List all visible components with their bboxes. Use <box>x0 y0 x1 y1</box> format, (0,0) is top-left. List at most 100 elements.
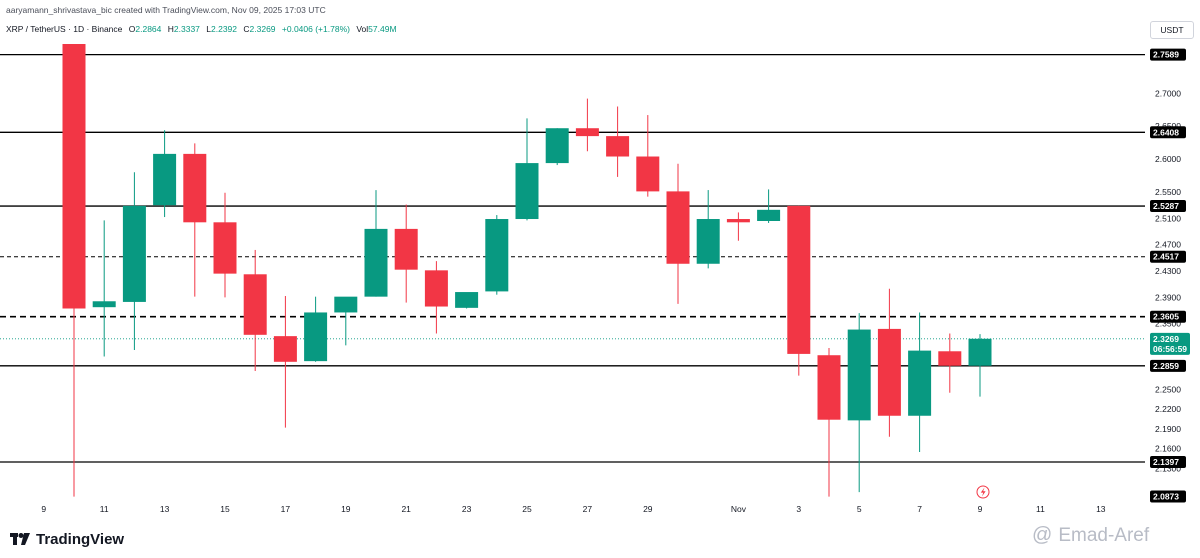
candle-body-23 <box>757 209 781 221</box>
level-price-tag-text-5: 2.2859 <box>1153 361 1179 371</box>
levels-layer <box>0 53 1145 463</box>
x-tick-label-10: 29 <box>643 504 653 514</box>
candle-1 <box>92 220 116 357</box>
high-label: H <box>167 24 174 34</box>
candle-body-3 <box>153 153 177 206</box>
candle-12 <box>424 261 448 334</box>
x-tick-label-15: 9 <box>978 504 983 514</box>
candle-6 <box>243 249 267 372</box>
x-tick-label-0: 9 <box>41 504 46 514</box>
x-tick-label-16: 11 <box>1036 504 1045 514</box>
high-value: 2.3337 <box>173 24 200 34</box>
last-price-countdown: 06:56:59 <box>1153 344 1187 354</box>
last-price-tag-value: 2.3269 <box>1153 334 1179 344</box>
candle-19 <box>636 115 660 197</box>
candle-body-10 <box>364 228 388 297</box>
candle-body-17 <box>575 128 599 137</box>
y-tick-label-11: 2.1900 <box>1155 424 1181 434</box>
x-tick-label-12: 3 <box>796 504 801 514</box>
low-value: 2.2392 <box>211 24 238 34</box>
y-tick-label-13: 2.1300 <box>1155 463 1181 473</box>
volume-value: 57.49M <box>368 24 397 34</box>
level-price-tag-6: 2.1397 <box>1150 456 1186 469</box>
candle-body-5 <box>213 222 237 274</box>
candle-27 <box>877 288 901 437</box>
candle-29 <box>938 333 962 393</box>
candle-body-19 <box>636 156 660 192</box>
currency-button[interactable]: USDT <box>1150 21 1194 39</box>
candle-body-13 <box>455 292 479 308</box>
candle-4 <box>183 143 207 297</box>
candle-23 <box>757 189 781 223</box>
level-price-tag-5: 2.2859 <box>1150 359 1186 372</box>
level-price-tag-text-1: 2.6408 <box>1153 127 1179 137</box>
candle-8 <box>304 296 328 362</box>
candle-body-9 <box>334 296 358 313</box>
candle-15 <box>515 118 539 221</box>
x-tick-label-2: 13 <box>160 504 170 514</box>
low-label: L <box>206 24 212 34</box>
candle-20 <box>666 163 690 304</box>
price-axis[interactable]: 2.7000 2.6500 2.6000 2.5500 2.5100 2.4700 2.43… <box>1155 88 1181 473</box>
candle-body-16 <box>545 128 569 164</box>
brand-name: TradingView <box>36 530 125 548</box>
candle-body-0 <box>62 44 86 309</box>
level-price-tag-text-4: 2.3605 <box>1153 312 1179 322</box>
y-tick-label-2: 2.6000 <box>1155 154 1181 164</box>
x-tick-label-13: 5 <box>857 504 862 514</box>
candle-body-7 <box>273 336 297 362</box>
candle-body-4 <box>183 153 207 223</box>
candle-26 <box>847 313 871 493</box>
candle-5 <box>213 192 237 298</box>
x-tick-label-9: 27 <box>583 504 593 514</box>
candle-22 <box>726 212 750 241</box>
candle-13 <box>455 292 479 309</box>
candle-body-28 <box>908 350 932 416</box>
candle-18 <box>606 106 630 177</box>
candle-30 <box>968 334 992 397</box>
candle-body-27 <box>877 328 901 416</box>
tradingview-brand[interactable]: TradingView <box>10 528 124 550</box>
candle-body-22 <box>726 219 750 223</box>
price-tags-layer: 2.7589 2.6408 2.5287 2.4517 2.3605 2.2859 2.13… <box>1150 48 1190 503</box>
bolt-icon[interactable] <box>976 485 990 499</box>
candle-body-1 <box>92 301 116 308</box>
y-tick-label-12: 2.1600 <box>1155 444 1181 454</box>
level-price-tag-text-7: 2.0873 <box>1153 491 1179 501</box>
y-tick-label-10: 2.2200 <box>1155 404 1181 414</box>
y-tick-label-8: 2.3500 <box>1155 319 1181 329</box>
candle-body-11 <box>394 228 418 270</box>
chart-credit: aaryamann_shrivastava_bic created with T… <box>6 5 326 15</box>
candle-body-15 <box>515 163 539 220</box>
level-price-tag-0: 2.7589 <box>1150 48 1186 61</box>
candle-body-26 <box>847 329 871 421</box>
open-label: O <box>128 24 136 34</box>
y-tick-label-6: 2.4300 <box>1155 266 1181 276</box>
symbol-legend: XRP / TetherUS · 1D · Binance O2.2864 H2… <box>6 24 397 34</box>
y-tick-label-4: 2.5100 <box>1155 213 1181 223</box>
open-value: 2.2864 <box>135 24 162 34</box>
candle-body-6 <box>243 274 267 335</box>
candle-16 <box>545 128 569 166</box>
candle-7 <box>273 296 297 428</box>
x-tick-label-17: 13 <box>1096 504 1106 514</box>
y-tick-label-9: 2.2500 <box>1155 384 1181 394</box>
y-tick-label-5: 2.4700 <box>1155 240 1181 250</box>
x-tick-label-11: Nov <box>731 504 747 514</box>
candle-21 <box>696 190 720 269</box>
y-tick-label-1: 2.6500 <box>1155 121 1181 131</box>
volume-label: Vol <box>356 24 369 34</box>
y-tick-label-7: 2.3900 <box>1155 292 1181 302</box>
y-tick-label-3: 2.5500 <box>1155 187 1181 197</box>
symbol-name[interactable]: XRP / TetherUS · 1D · Binance <box>6 24 123 34</box>
candle-25 <box>817 347 841 497</box>
candle-body-12 <box>424 270 448 307</box>
level-price-tag-3: 2.4517 <box>1150 250 1186 263</box>
candle-17 <box>575 98 599 152</box>
candle-body-18 <box>606 136 630 157</box>
time-axis[interactable]: 9 11 13 15 17 19 21 23 25 27 29 Nov 3 5 7 9 11 13 <box>41 504 1105 514</box>
level-price-tag-text-6: 2.1397 <box>1153 457 1179 467</box>
candle-body-2 <box>122 205 146 302</box>
